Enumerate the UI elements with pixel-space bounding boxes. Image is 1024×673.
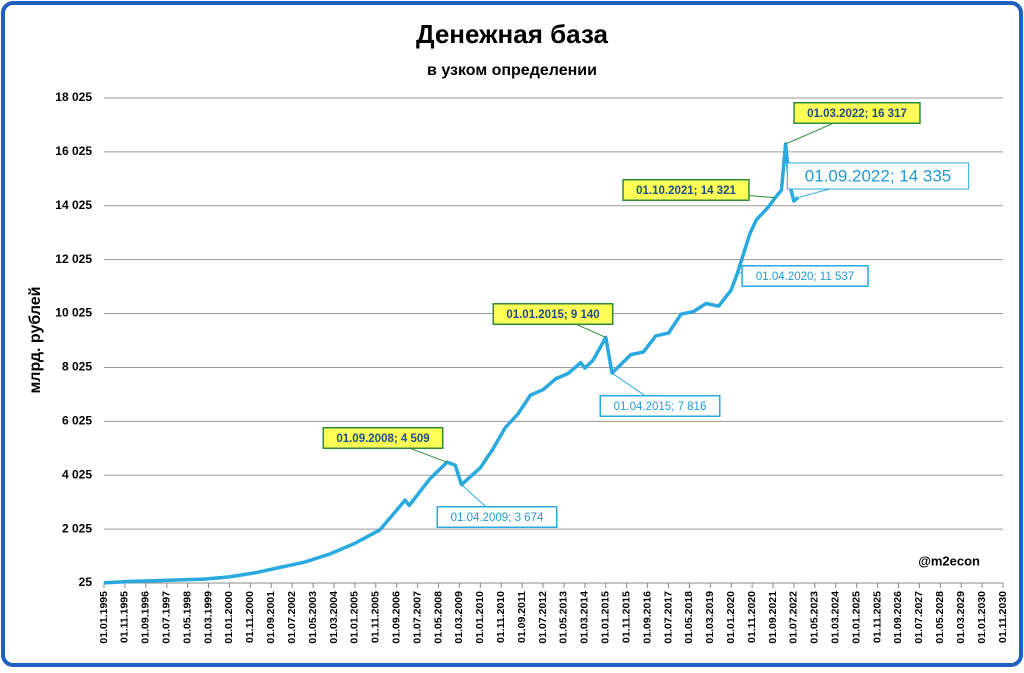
x-tick-label: 01.03.2029 [955, 591, 967, 644]
chart-subtitle: в узком определении [427, 62, 597, 79]
x-tick-label: 01.05.2023 [809, 591, 821, 644]
callout-label: 01.10.2021; 14 321 [636, 185, 736, 197]
callout-label: 01.04.2020; 11 537 [756, 271, 854, 283]
x-tick-label: 01.01.2025 [850, 591, 862, 644]
x-tick-label: 01.05.2003 [307, 591, 319, 644]
x-tick-label: 01.09.2016 [641, 591, 653, 644]
x-tick-label: 01.07.2027 [913, 591, 925, 644]
x-tick-label: 01.01.2030 [976, 591, 988, 644]
x-tick-label: 01.11.2010 [495, 591, 507, 643]
series-line [103, 142, 800, 585]
callout-box [622, 179, 750, 201]
x-tick-label: 01.11.2030 [997, 591, 1009, 643]
x-tick-label: 01.01.2005 [349, 591, 361, 644]
x-tick-label: 01.05.2028 [934, 591, 946, 644]
callout-box [322, 427, 444, 449]
callout-label: 01.03.2022; 16 317 [807, 108, 907, 120]
x-tick-label: 01.09.2011 [516, 591, 528, 643]
x-tick-label: 01.09.1996 [140, 591, 152, 644]
x-tick-label: 01.11.2015 [620, 591, 632, 643]
x-tick-label: 01.01.1995 [98, 591, 110, 644]
callout-label: 01.01.2015; 9 140 [506, 309, 599, 321]
x-tick-label: 01.03.2004 [328, 591, 340, 644]
x-tick-label: 01.09.2026 [892, 591, 904, 644]
x-tick-label: 01.09.2006 [390, 591, 402, 644]
x-tick-label: 01.11.1995 [119, 591, 131, 643]
y-tick-label: 8 025 [62, 360, 92, 374]
callout-label: 01.04.2015; 7 816 [614, 401, 707, 413]
callout-box [492, 303, 614, 325]
y-axis-label: млрд. рублей [27, 286, 44, 393]
x-tick-label: 01.09.2021 [767, 591, 779, 644]
x-tick-label: 01.01.2000 [223, 591, 235, 644]
x-tick-label: 01.07.2002 [286, 591, 298, 644]
x-tick-label: 01.05.2013 [558, 591, 570, 644]
x-tick-label: 01.03.2019 [704, 591, 716, 644]
callout-label: 01.09.2008; 4 509 [336, 433, 429, 445]
y-tick-label: 12 025 [55, 252, 92, 266]
y-tick-label: 6 025 [62, 414, 92, 428]
watermark: @m2econ [918, 553, 980, 568]
y-tick-label: 10 025 [55, 306, 92, 320]
x-tick-label: 01.07.1997 [161, 591, 173, 644]
x-tick-label: 01.11.2020 [746, 591, 758, 643]
x-tick-label: 01.11.2000 [244, 591, 256, 643]
x-tick-label: 01.07.2017 [662, 591, 674, 644]
callout-box [793, 102, 921, 124]
callout-box [599, 395, 721, 417]
x-tick-label: 01.11.2025 [871, 591, 883, 643]
y-tick-label: 2 025 [62, 521, 92, 535]
x-tick-label: 01.03.1999 [202, 591, 214, 644]
callout-label: 01.09.2022; 14 335 [805, 166, 952, 185]
callout-label: 01.04.2009; 3 674 [451, 512, 544, 524]
x-tick-label: 01.03.2009 [453, 591, 465, 644]
y-tick-label: 18 025 [55, 90, 92, 104]
x-tick-label: 01.07.2007 [411, 591, 423, 644]
x-tick-label: 01.07.2012 [537, 591, 549, 644]
x-tick-label: 01.01.2020 [725, 591, 737, 644]
x-tick-label: 01.07.2022 [788, 591, 800, 644]
y-tick-label: 4 025 [62, 467, 92, 481]
callout-box [436, 506, 558, 528]
y-tick-label: 16 025 [55, 144, 92, 158]
x-tick-label: 01.09.2001 [265, 591, 277, 644]
y-tick-label: 25 [79, 575, 93, 589]
chart-title: Денежная база [416, 19, 609, 49]
x-tick-label: 01.01.2010 [474, 591, 486, 644]
y-tick-label: 14 025 [55, 198, 92, 212]
x-tick-label: 01.05.2008 [432, 591, 444, 644]
x-tick-label: 01.11.2005 [370, 591, 382, 643]
x-tick-label: 01.03.2014 [579, 591, 591, 644]
callout-box [741, 265, 869, 287]
x-tick-label: 01.03.2024 [830, 591, 842, 644]
x-tick-label: 01.05.1998 [181, 591, 193, 644]
x-tick-label: 01.05.2018 [683, 591, 695, 644]
callout-box [786, 162, 970, 190]
x-tick-label: 01.01.2015 [600, 591, 612, 644]
